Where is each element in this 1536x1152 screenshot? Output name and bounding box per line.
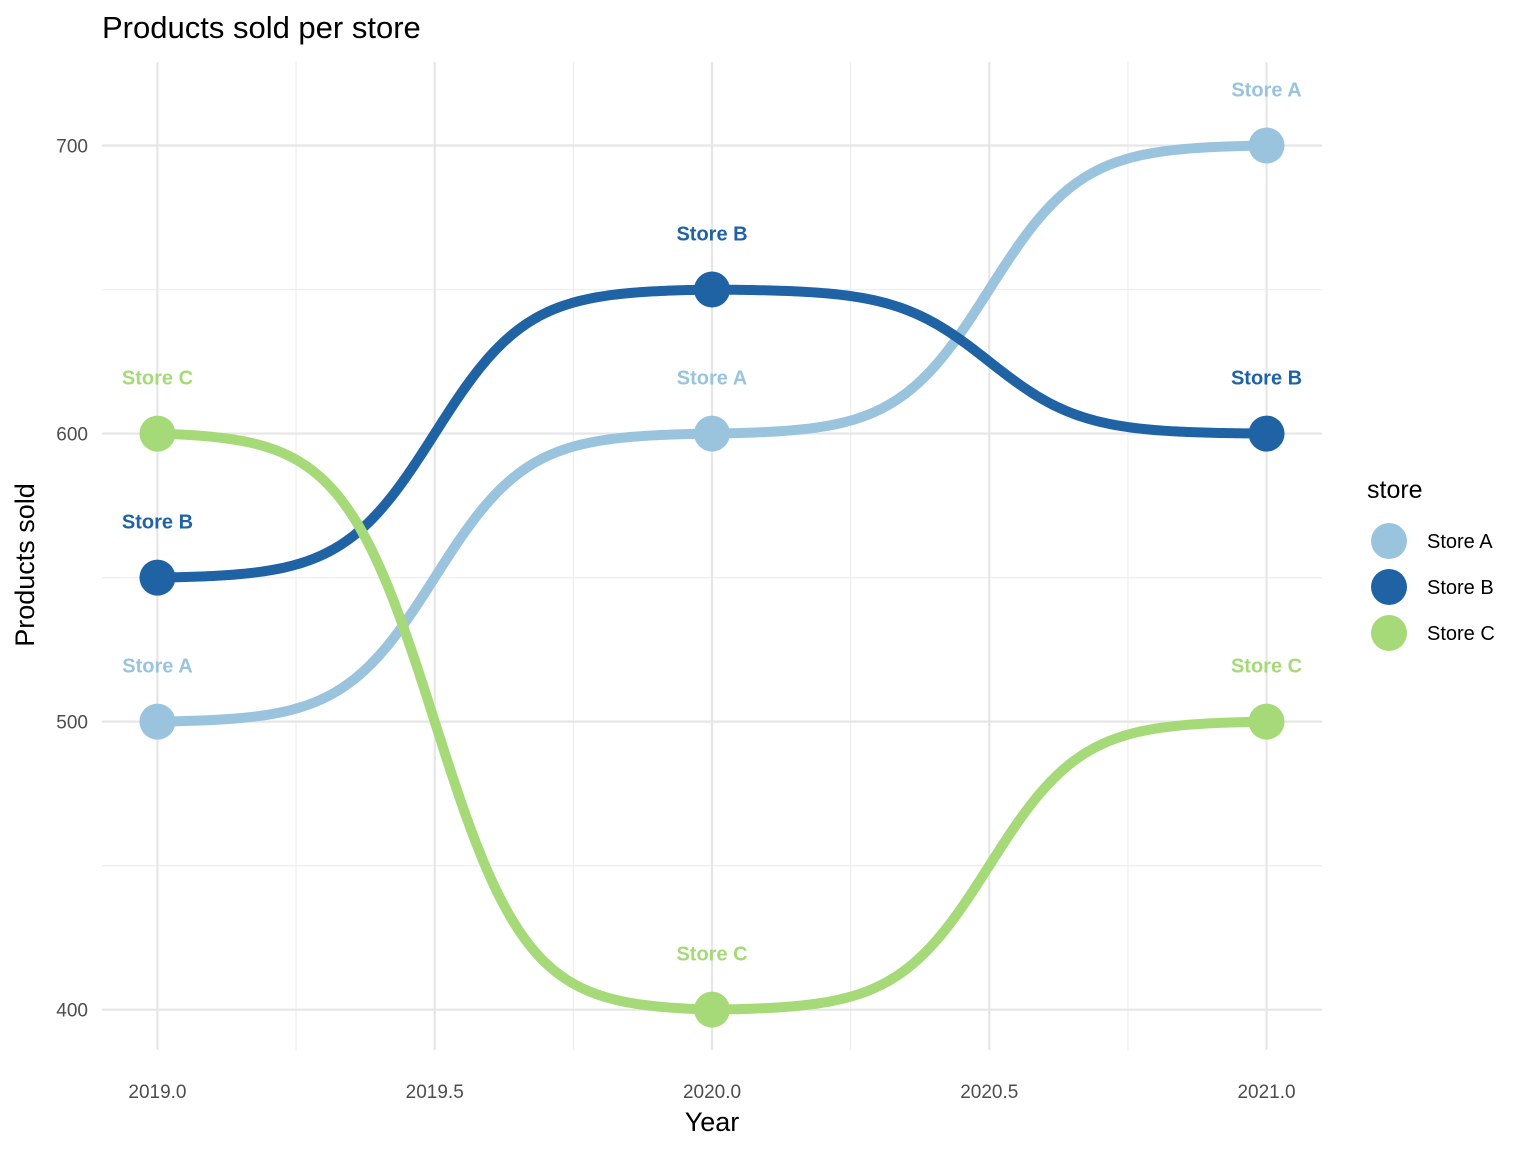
y-tick-label: 400 [56,1001,88,1022]
x-tick-label: 2021.0 [1237,1082,1295,1103]
data-label-store-b: Store B [1231,368,1302,390]
y-tick-label: 600 [56,425,88,446]
data-point-store-a [139,703,176,740]
x-tick-label: 2019.5 [406,1082,464,1103]
x-tick-label: 2019.0 [128,1082,186,1103]
legend: store Store A Store B Store C [1367,476,1495,651]
major-gridlines [102,62,1322,1050]
data-label-store-a: Store A [122,656,192,678]
data-point-store-c [1248,703,1285,740]
data-point-store-b [1248,415,1285,452]
data-label-store-b: Store B [676,224,747,246]
y-tick-label: 500 [56,713,88,734]
x-tick-label: 2020.5 [960,1082,1018,1103]
x-tick-label: 2020.0 [683,1082,741,1103]
x-axis-title: Year [685,1107,740,1137]
data-point-store-a [694,415,730,452]
data-label-store-a: Store A [677,368,747,390]
data-label-store-a: Store A [1231,80,1301,102]
data-label-store-c: Store C [676,944,747,966]
data-label-store-c: Store C [122,368,193,390]
data-point-store-c [139,415,176,452]
data-label-store-c: Store C [1231,656,1302,678]
data-point-store-b [694,271,730,308]
legend-label-store-a: Store A [1427,531,1493,553]
data-point-store-a [1248,127,1285,164]
legend-key-store-b [1371,569,1407,605]
series-points [139,127,1285,1028]
data-point-store-b [139,559,176,596]
y-tick-label: 700 [56,137,88,158]
x-axis-tick-labels: 2019.0 2019.5 2020.0 2020.5 2021.0 [128,1082,1295,1103]
legend-key-store-a [1371,523,1407,559]
y-axis-title: Products sold [10,483,40,647]
point-labels: Store A Store A Store A Store B Store B Store… [122,80,1302,966]
legend-key-store-c [1371,615,1407,651]
data-point-store-c [694,991,730,1028]
legend-label-store-c: Store C [1427,623,1495,645]
y-axis-tick-labels: 400 500 600 700 [56,137,88,1022]
legend-label-store-b: Store B [1427,577,1494,599]
chart-title: Products sold per store [102,10,421,45]
data-label-store-b: Store B [122,512,193,534]
legend-title: store [1367,476,1423,504]
